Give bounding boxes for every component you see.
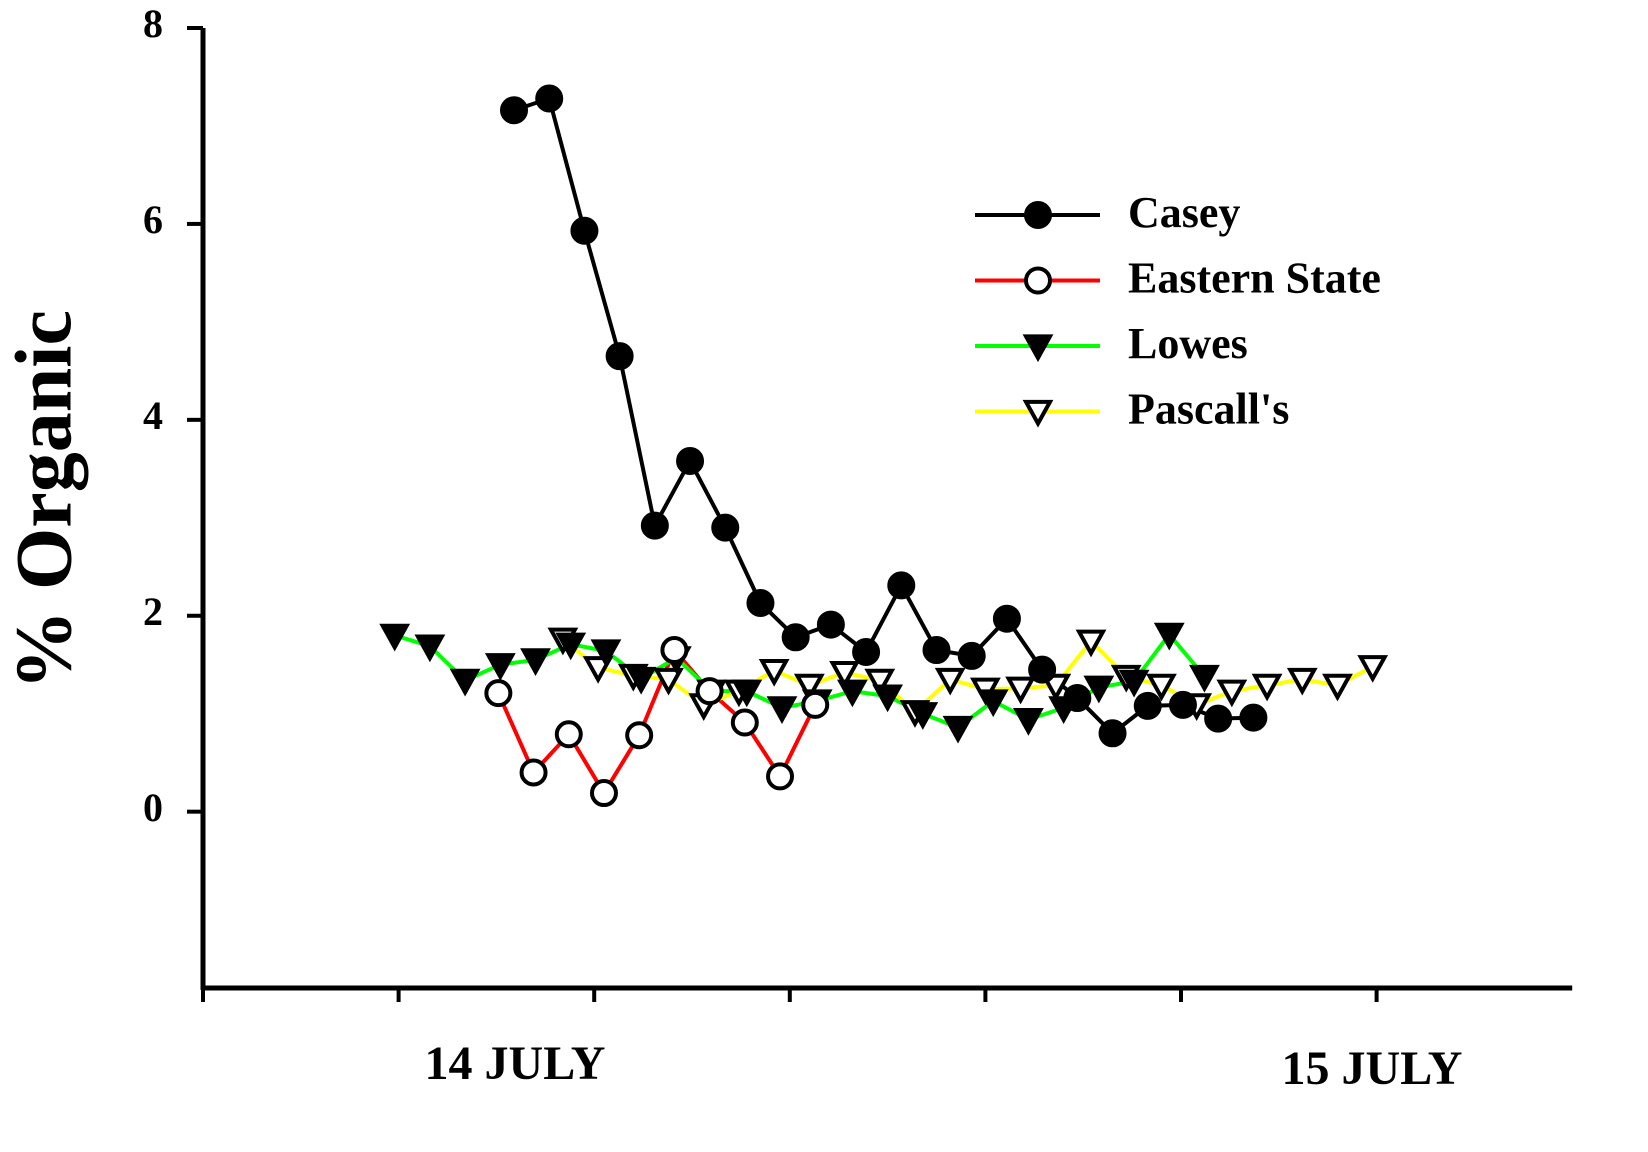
legend-marker (1022, 334, 1054, 363)
marker (1133, 691, 1162, 720)
y-axis-label: % Organic (0, 310, 88, 690)
series-line (496, 646, 818, 797)
marker (554, 720, 583, 749)
marker (1286, 667, 1318, 696)
marker (605, 342, 634, 371)
y-tick-label: 2 (143, 589, 163, 634)
x-annotation: 15 JULY (1282, 1042, 1463, 1095)
y-tick-label: 6 (143, 197, 163, 242)
y-tick-label: 0 (143, 785, 163, 830)
marker (766, 696, 798, 724)
marker (653, 667, 684, 696)
marker (829, 660, 860, 689)
marker (731, 679, 763, 708)
marker (942, 715, 974, 744)
marker (1168, 690, 1197, 719)
marker (660, 636, 689, 665)
legend-marker (1024, 201, 1052, 229)
marker (625, 666, 657, 695)
marker (519, 758, 548, 787)
marker (589, 779, 618, 808)
marker (922, 636, 951, 665)
marker (1075, 629, 1107, 658)
marker (907, 702, 939, 730)
marker (379, 623, 411, 652)
marker (414, 634, 446, 663)
y-tick-label: 4 (143, 393, 163, 438)
marker (836, 679, 868, 708)
marker (625, 721, 654, 750)
legend-label: Casey (1128, 188, 1240, 237)
marker (887, 571, 916, 600)
marker (535, 84, 564, 113)
marker (746, 589, 775, 618)
marker (864, 668, 896, 697)
marker (676, 446, 705, 475)
marker (555, 632, 587, 661)
marker (1013, 707, 1044, 736)
marker (449, 668, 481, 697)
marker (1083, 675, 1115, 704)
marker (484, 679, 513, 708)
marker (1028, 655, 1057, 684)
marker (1251, 673, 1283, 702)
marker (1189, 664, 1220, 693)
marker (711, 513, 740, 542)
marker (1098, 719, 1127, 748)
marker (852, 638, 881, 666)
marker (1357, 655, 1389, 683)
marker (934, 667, 966, 696)
marker (957, 641, 986, 670)
marker (977, 689, 1009, 718)
marker (801, 690, 830, 719)
marker (766, 762, 795, 791)
marker (992, 604, 1021, 633)
marker (1239, 703, 1268, 732)
marker (640, 511, 669, 540)
marker (1118, 669, 1150, 698)
marker (793, 673, 825, 702)
marker (872, 684, 903, 713)
marker (816, 610, 845, 639)
marker (758, 659, 790, 687)
y-tick-label: 8 (143, 1, 163, 46)
legend-label: Pascall's (1128, 385, 1289, 434)
x-annotation: 14 JULY (425, 1037, 606, 1090)
marker (730, 708, 759, 737)
marker (484, 653, 516, 681)
legend-label: Eastern State (1128, 254, 1381, 303)
marker (570, 216, 599, 245)
marker (1153, 622, 1185, 651)
marker (1005, 676, 1037, 705)
marker (695, 677, 724, 706)
marker (1204, 704, 1233, 733)
legend-label: Lowes (1128, 319, 1248, 368)
legend-marker (1022, 399, 1054, 428)
marker (1322, 673, 1353, 702)
marker (781, 623, 810, 652)
legend-marker (1024, 266, 1052, 295)
marker (520, 648, 551, 676)
marker (1146, 673, 1177, 702)
series-line (513, 95, 1254, 736)
marker (1216, 679, 1248, 708)
marker (1063, 684, 1092, 713)
marker (500, 96, 529, 125)
marker (590, 639, 622, 668)
